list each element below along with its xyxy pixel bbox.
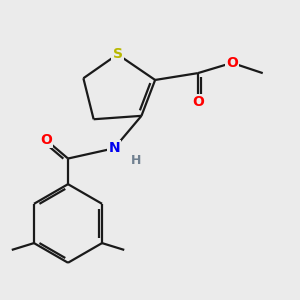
Text: O: O (40, 133, 52, 147)
Text: S: S (112, 47, 122, 61)
Text: H: H (131, 154, 142, 167)
Text: O: O (226, 56, 238, 70)
Text: O: O (192, 95, 204, 109)
Text: N: N (108, 141, 120, 155)
